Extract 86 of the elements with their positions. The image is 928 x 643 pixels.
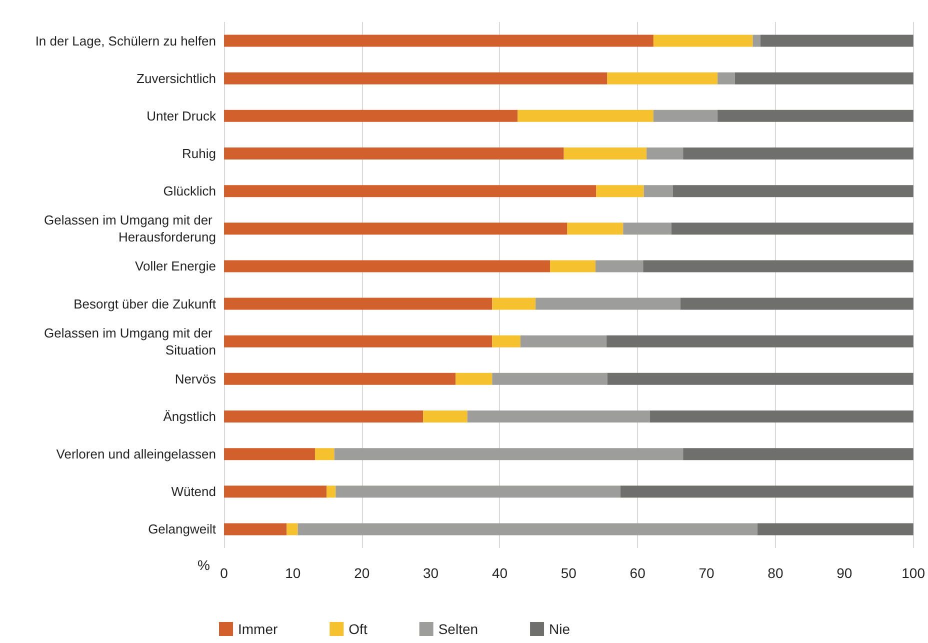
bar	[326, 486, 336, 498]
bar	[224, 372, 456, 385]
y-tick-label: Gelassen im Umgang mit der Situation	[44, 325, 216, 358]
y-tick-label: Besorgt über die Zukunft	[74, 296, 216, 312]
bar	[683, 448, 914, 460]
y-tick-label: Nervös	[174, 371, 216, 386]
x-tick-label: 20	[354, 565, 370, 581]
bar	[224, 298, 492, 310]
bar	[644, 185, 673, 198]
x-tick-label: 0	[220, 565, 228, 581]
bar	[224, 486, 327, 498]
bar	[758, 523, 914, 536]
y-tick-label: Wütend	[171, 484, 216, 500]
bar	[224, 335, 492, 348]
bar	[643, 260, 914, 272]
bar	[650, 410, 914, 422]
x-tick-label: 50	[560, 565, 577, 581]
bar	[607, 72, 718, 84]
x-axis-title: %	[198, 557, 210, 573]
bar	[224, 260, 550, 272]
bar	[492, 335, 520, 348]
bar	[680, 298, 914, 310]
legend-label: Nie	[549, 621, 570, 637]
bar	[536, 298, 680, 310]
bar	[224, 34, 654, 47]
legend-label: Immer	[238, 621, 278, 637]
bar	[224, 448, 315, 460]
legend-label: Oft	[348, 621, 368, 637]
bar	[423, 410, 468, 422]
bar	[734, 72, 914, 84]
bar	[550, 260, 596, 272]
y-tick-label: Ängstlich	[163, 409, 216, 424]
bar	[620, 486, 914, 498]
x-tick-label: 10	[285, 565, 301, 581]
bar	[596, 260, 644, 272]
bar	[606, 335, 914, 348]
bar	[564, 148, 647, 160]
y-tick-label: Unter Druck	[146, 108, 216, 124]
y-tick-label: Gelassen im Umgang mit der Herausforderung	[44, 212, 216, 245]
x-tick-label: 40	[492, 565, 508, 581]
bar	[760, 34, 914, 47]
bar	[646, 148, 684, 160]
x-tick-label: 80	[768, 565, 784, 581]
legend-label: Selten	[438, 621, 478, 637]
bar	[224, 523, 287, 536]
y-tick-label: Verloren und alleingelassen	[56, 446, 216, 462]
bar	[224, 110, 518, 122]
x-tick-label: 60	[630, 565, 646, 581]
x-tick-label: 90	[836, 565, 852, 581]
bar	[224, 410, 424, 422]
y-tick-label: Glücklich	[163, 184, 216, 199]
bar	[671, 222, 914, 235]
bar	[653, 34, 753, 47]
bar	[224, 148, 564, 160]
bar	[683, 148, 914, 160]
bar	[672, 185, 914, 198]
bar	[567, 222, 624, 235]
bar	[520, 335, 607, 348]
y-tick-label: Ruhig	[182, 146, 216, 161]
y-tick-label: Voller Energie	[135, 258, 216, 274]
bar	[492, 372, 608, 385]
bar	[492, 298, 536, 310]
bar	[518, 110, 654, 122]
bar	[336, 486, 620, 498]
bar	[752, 34, 760, 47]
bar	[718, 72, 735, 84]
bar	[607, 372, 914, 385]
bar	[224, 72, 608, 84]
y-tick-label: Zuversichtlich	[136, 70, 216, 86]
x-tick-label: 100	[902, 565, 926, 581]
bar	[334, 448, 684, 460]
bar	[224, 222, 568, 235]
bar	[653, 110, 718, 122]
bar	[596, 185, 644, 198]
y-tick-label: Gelangweilt	[148, 522, 216, 537]
bar	[718, 110, 914, 122]
x-tick-label: 70	[698, 565, 715, 581]
bar	[314, 448, 334, 460]
bar	[286, 523, 298, 536]
bar	[467, 410, 650, 422]
x-tick-label: 30	[423, 565, 439, 581]
bar	[623, 222, 672, 235]
bar	[298, 523, 758, 536]
bar	[456, 372, 492, 385]
bar	[224, 185, 596, 198]
y-tick-label: In der Lage, Schülern zu helfen	[35, 33, 216, 48]
